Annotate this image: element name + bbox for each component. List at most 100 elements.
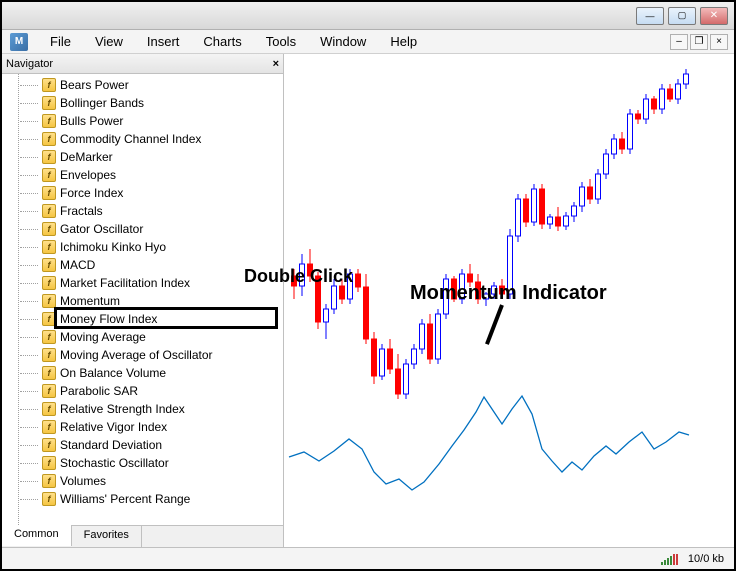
window-minimize-button[interactable]: — xyxy=(636,7,664,25)
function-icon: f xyxy=(42,204,56,218)
function-icon: f xyxy=(42,474,56,488)
function-icon: f xyxy=(42,492,56,506)
tab-common[interactable]: Common xyxy=(2,525,72,546)
function-icon: f xyxy=(42,384,56,398)
indicator-label: Standard Deviation xyxy=(60,438,162,452)
function-icon: f xyxy=(42,348,56,362)
navigator-header: Navigator × xyxy=(2,54,283,74)
close-icon: ✕ xyxy=(710,10,718,21)
function-icon: f xyxy=(42,78,56,92)
indicator-label: Momentum xyxy=(60,294,120,308)
indicator-label: Fractals xyxy=(60,204,103,218)
indicator-item[interactable]: fVolumes xyxy=(4,472,283,490)
mdi-controls: – ❐ × xyxy=(670,34,728,50)
indicator-item[interactable]: fMarket Facilitation Index xyxy=(4,274,283,292)
indicator-label: Moving Average xyxy=(60,330,146,344)
indicator-label: Bears Power xyxy=(60,78,129,92)
function-icon: f xyxy=(42,132,56,146)
indicator-label: MACD xyxy=(60,258,95,272)
function-icon: f xyxy=(42,150,56,164)
indicator-item[interactable]: f Fractals xyxy=(4,202,283,220)
indicator-item[interactable]: f Gator Oscillator xyxy=(4,220,283,238)
content: Navigator × f Bears Power f Bollinger Bands… xyxy=(2,54,734,547)
indicator-item[interactable]: f Standard Deviation xyxy=(4,436,283,454)
indicator-label: Relative Strength Index xyxy=(60,402,185,416)
indicator-label: Force Index xyxy=(60,186,123,200)
indicator-item[interactable]: f Force Index xyxy=(4,184,283,202)
chart-canvas xyxy=(284,54,734,542)
function-icon: f xyxy=(42,114,56,128)
minimize-icon: — xyxy=(646,11,655,21)
window-close-button[interactable]: ✕ xyxy=(700,7,728,25)
indicator-label: Commodity Channel Index xyxy=(60,132,201,146)
indicator-item[interactable]: f Stochastic Oscillator xyxy=(4,454,283,472)
mdi-minimize-button[interactable]: – xyxy=(670,34,688,50)
indicator-item[interactable]: f Bears Power xyxy=(4,76,283,94)
indicator-item[interactable]: fRelative Strength Index xyxy=(4,400,283,418)
indicator-item[interactable]: f Moving Average of Oscillator xyxy=(4,346,283,364)
function-icon: f xyxy=(42,168,56,182)
indicator-label: Williams' Percent Range xyxy=(60,492,190,506)
indicator-item[interactable]: f Bulls Power xyxy=(4,112,283,130)
function-icon: f xyxy=(42,438,56,452)
menu-window[interactable]: Window xyxy=(308,31,378,52)
mdi-close-button[interactable]: × xyxy=(710,34,728,50)
indicator-label: Envelopes xyxy=(60,168,116,182)
mdi-restore-button[interactable]: ❐ xyxy=(690,34,708,50)
indicator-item[interactable]: f Parabolic SAR xyxy=(4,382,283,400)
function-icon: f xyxy=(42,96,56,110)
function-icon: f xyxy=(42,294,56,308)
function-icon: f xyxy=(42,240,56,254)
indicator-label: Moving Average of Oscillator xyxy=(60,348,213,362)
function-icon: f xyxy=(42,312,56,326)
menu-insert[interactable]: Insert xyxy=(135,31,192,52)
indicator-label: Parabolic SAR xyxy=(60,384,138,398)
indicator-label: DeMarker xyxy=(60,150,113,164)
indicator-label: Market Facilitation Index xyxy=(60,276,190,290)
indicator-item[interactable]: fMoving Average xyxy=(4,328,283,346)
indicator-label: Bollinger Bands xyxy=(60,96,144,110)
indicator-item[interactable]: f DeMarker xyxy=(4,148,283,166)
statusbar: 10/0 kb xyxy=(2,547,734,569)
indicator-item[interactable]: f Relative Vigor Index xyxy=(4,418,283,436)
indicator-item[interactable]: f On Balance Volume xyxy=(4,364,283,382)
menu-file[interactable]: File xyxy=(38,31,83,52)
function-icon: f xyxy=(42,222,56,236)
tab-favorites[interactable]: Favorites xyxy=(72,526,142,547)
indicator-item[interactable]: f Williams' Percent Range xyxy=(4,490,283,508)
function-icon: f xyxy=(42,456,56,470)
navigator-tree[interactable]: f Bears Power f Bollinger Bands f Bulls Power… xyxy=(2,74,283,525)
chart-area[interactable] xyxy=(284,54,734,547)
connection-rate: 10/0 kb xyxy=(688,553,724,565)
app-window: — ▢ ✕ M FileViewInsertChartsToolsWindowH… xyxy=(2,2,734,569)
menubar: M FileViewInsertChartsToolsWindowHelp – … xyxy=(2,30,734,54)
indicator-item[interactable]: f Bollinger Bands xyxy=(4,94,283,112)
navigator-title: Navigator xyxy=(6,58,53,70)
titlebar: — ▢ ✕ xyxy=(2,2,734,30)
navigator-panel: Navigator × f Bears Power f Bollinger Bands… xyxy=(2,54,284,547)
maximize-icon: ▢ xyxy=(678,10,687,21)
window-maximize-button[interactable]: ▢ xyxy=(668,7,696,25)
indicator-item[interactable]: fMACD xyxy=(4,256,283,274)
connection-bars-icon xyxy=(661,553,678,565)
indicator-label: Bulls Power xyxy=(60,114,123,128)
indicator-item[interactable]: f Envelopes xyxy=(4,166,283,184)
indicator-label: On Balance Volume xyxy=(60,366,166,380)
indicator-item[interactable]: f Momentum xyxy=(4,292,283,310)
menu-tools[interactable]: Tools xyxy=(254,31,308,52)
indicator-item[interactable]: fIchimoku Kinko Hyo xyxy=(4,238,283,256)
navigator-close-button[interactable]: × xyxy=(273,58,279,70)
menu-charts[interactable]: Charts xyxy=(191,31,253,52)
menu-help[interactable]: Help xyxy=(378,31,429,52)
navigator-tabs: Common Favorites xyxy=(2,525,283,547)
indicator-item[interactable]: f Money Flow Index xyxy=(4,310,283,328)
function-icon: f xyxy=(42,186,56,200)
indicator-item[interactable]: f Commodity Channel Index xyxy=(4,130,283,148)
function-icon: f xyxy=(42,366,56,380)
function-icon: f xyxy=(42,420,56,434)
indicator-label: Stochastic Oscillator xyxy=(60,456,169,470)
indicator-label: Relative Vigor Index xyxy=(60,420,167,434)
menu-view[interactable]: View xyxy=(83,31,135,52)
indicator-label: Money Flow Index xyxy=(60,312,157,326)
indicator-label: Gator Oscillator xyxy=(60,222,143,236)
